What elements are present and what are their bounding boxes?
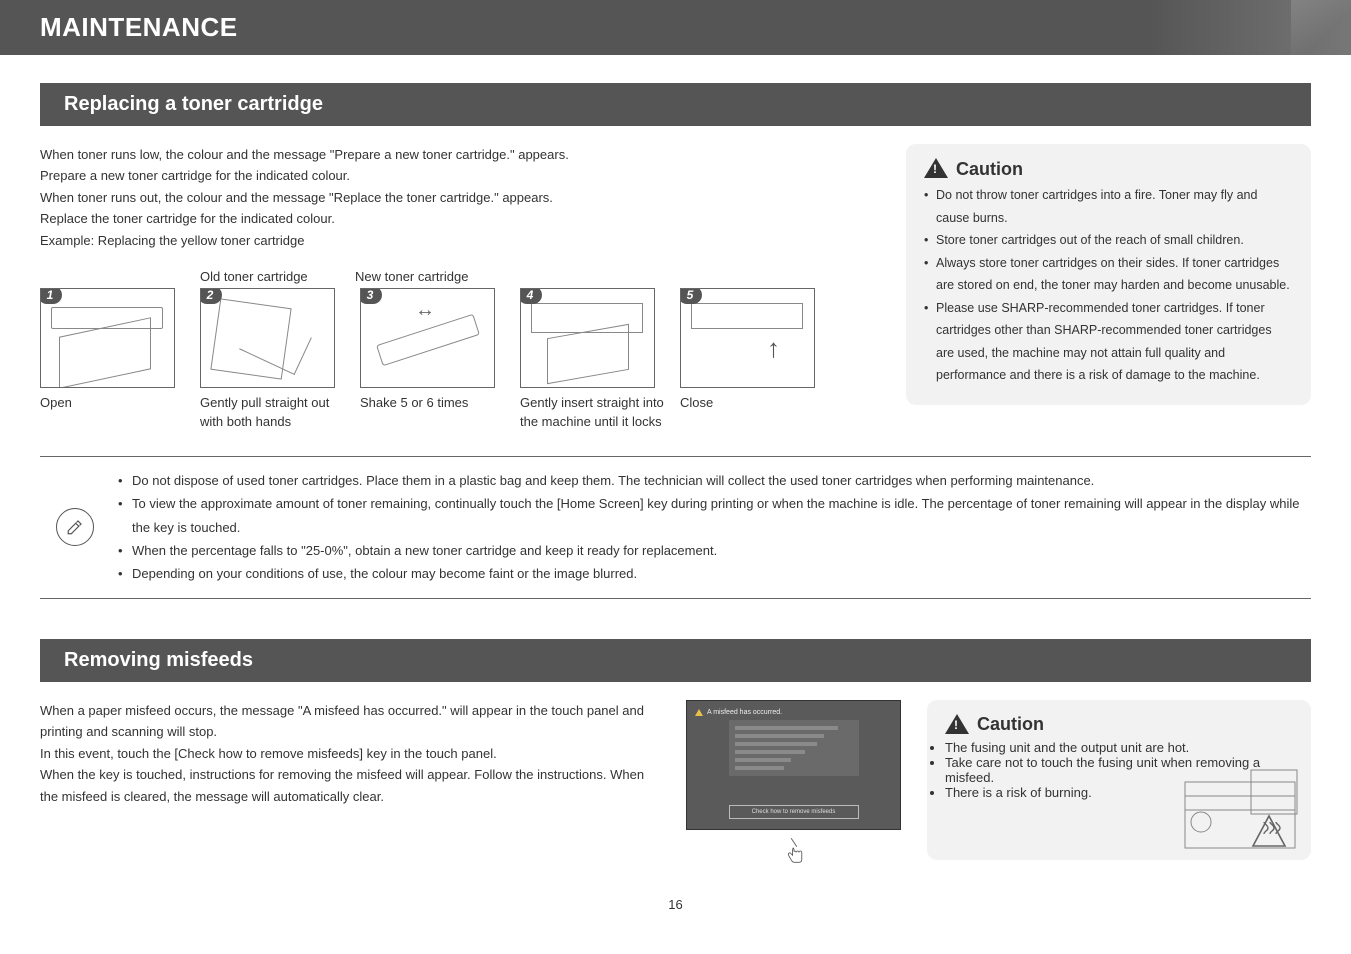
label-old-cartridge: Old toner cartridge [200, 269, 355, 284]
section2-header-text: Removing misfeeds [64, 649, 253, 671]
step-3-badge: 3 [360, 288, 382, 304]
section2-caution-box: Caution The fusing unit and the output u… [927, 700, 1311, 860]
step-5: 5 Close [680, 288, 828, 432]
intro-line: Prepare a new toner cartridge for the in… [40, 165, 878, 186]
page-number: 16 [40, 897, 1311, 912]
intro-line: Example: Replacing the yellow toner cart… [40, 230, 878, 251]
steps-row: 1 Open 2 Gently pull straight out with b… [40, 288, 878, 432]
page-title: MAINTENANCE [40, 12, 238, 42]
caution-triangle-icon [945, 714, 969, 734]
notes-item: Depending on your conditions of use, the… [118, 562, 1307, 585]
section1-notes: Do not dispose of used toner cartridges.… [40, 456, 1311, 599]
step-1: 1 Open [40, 288, 188, 432]
page-content: Replacing a toner cartridge When toner r… [0, 83, 1351, 912]
section1-left: When toner runs low, the colour and the … [40, 144, 878, 432]
caution1-title: Caution [956, 159, 1023, 180]
caution1-item: Store toner cartridges out of the reach … [924, 229, 1293, 252]
step-4-badge: 4 [520, 288, 542, 304]
steps-wrap: Old toner cartridge New toner cartridge … [40, 269, 878, 432]
step-3-figure: 3 [360, 288, 495, 388]
step-1-badge: 1 [40, 288, 62, 304]
pencil-icon-svg [66, 518, 84, 536]
section1-intro: When toner runs low, the colour and the … [40, 144, 878, 251]
caution1-head: Caution [924, 158, 1293, 180]
step-5-badge: 5 [680, 288, 702, 304]
step-3: 3 Shake 5 or 6 times [360, 288, 508, 432]
section2-header: Removing misfeeds [40, 639, 1311, 682]
section2-para: When the key is touched, instructions fo… [40, 764, 660, 807]
caution1-item: Do not throw toner cartridges into a fir… [924, 184, 1293, 229]
step-4-caption: Gently insert straight into the machine … [520, 394, 668, 432]
page-title-banner: MAINTENANCE [0, 0, 1351, 55]
caution2-title: Caution [977, 714, 1044, 735]
step-3-caption: Shake 5 or 6 times [360, 394, 508, 413]
touch-panel-figure: A misfeed has occurred. Check how to rem… [686, 700, 901, 873]
note-pencil-icon [56, 508, 94, 546]
intro-line: When toner runs low, the colour and the … [40, 144, 878, 165]
spacer [40, 269, 200, 284]
step-2-badge: 2 [200, 288, 222, 304]
step-4-figure: 4 [520, 288, 655, 388]
caution-triangle-icon [924, 158, 948, 178]
caution2-item: The fusing unit and the output unit are … [945, 740, 1293, 755]
fuser-unit-illustration [1181, 762, 1301, 854]
section1-header: Replacing a toner cartridge [40, 83, 1311, 126]
step-2-caption: Gently pull straight out with both hands [200, 394, 348, 432]
panel-warning-row: A misfeed has occurred. [695, 709, 892, 716]
intro-line: Replace the toner cartridge for the indi… [40, 208, 878, 229]
section2-para: When a paper misfeed occurs, the message… [40, 700, 660, 743]
step-5-figure: 5 [680, 288, 815, 388]
notes-item: Do not dispose of used toner cartridges.… [118, 469, 1307, 492]
step-4: 4 Gently insert straight into the machin… [520, 288, 668, 432]
step-5-caption: Close [680, 394, 828, 413]
caution1-item: Please use SHARP-recommended toner cartr… [924, 297, 1293, 387]
section2-para: In this event, touch the [Check how to r… [40, 743, 660, 764]
notes-item: To view the approximate amount of toner … [118, 492, 1307, 539]
caution1-list: Do not throw toner cartridges into a fir… [924, 184, 1293, 387]
warning-triangle-icon [695, 709, 703, 716]
steps-top-labels: Old toner cartridge New toner cartridge [40, 269, 878, 284]
panel-key-label: Check how to remove misfeeds [752, 809, 836, 815]
section2-text: When a paper misfeed occurs, the message… [40, 700, 660, 807]
label-new-cartridge: New toner cartridge [355, 269, 510, 284]
caution2-head: Caution [945, 714, 1293, 736]
caution1-item: Always store toner cartridges on their s… [924, 252, 1293, 297]
step-1-figure: 1 [40, 288, 175, 388]
hand-pointer-icon [777, 834, 811, 873]
step-1-caption: Open [40, 394, 188, 413]
panel-instruction-lines [729, 720, 859, 776]
section1-header-text: Replacing a toner cartridge [64, 93, 323, 115]
intro-line: When toner runs out, the colour and the … [40, 187, 878, 208]
step-2: 2 Gently pull straight out with both han… [200, 288, 348, 432]
step-2-figure: 2 [200, 288, 335, 388]
notes-list: Do not dispose of used toner cartridges.… [118, 469, 1307, 586]
panel-screen: A misfeed has occurred. Check how to rem… [686, 700, 901, 830]
section1-caution-box: Caution Do not throw toner cartridges in… [906, 144, 1311, 405]
panel-warning-text: A misfeed has occurred. [707, 709, 782, 716]
notes-item: When the percentage falls to "25-0%", ob… [118, 539, 1307, 562]
panel-key-button[interactable]: Check how to remove misfeeds [729, 805, 859, 819]
section1-row: When toner runs low, the colour and the … [40, 144, 1311, 432]
section2-row: When a paper misfeed occurs, the message… [40, 700, 1311, 873]
